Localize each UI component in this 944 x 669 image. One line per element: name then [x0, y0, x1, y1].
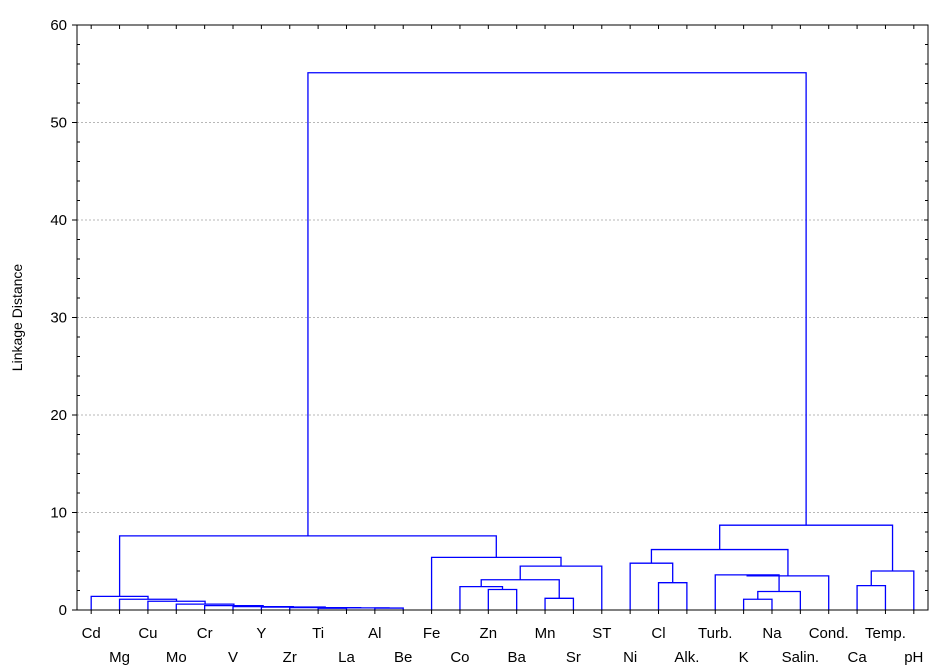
x-leaf-label: Zn	[480, 625, 498, 642]
dendrogram-link	[629, 562, 674, 610]
x-leaf-label: Ni	[623, 649, 637, 666]
x-leaf-label: Be	[394, 649, 412, 666]
x-leaf-label: Mo	[166, 649, 187, 666]
dendrogram-link	[519, 565, 603, 610]
dendrogram-links	[90, 72, 915, 610]
x-leaf-label: Salin.	[782, 649, 820, 666]
y-tick-label: 40	[50, 212, 67, 229]
x-leaf-label: Cd	[82, 625, 101, 642]
dendrogram-link	[544, 597, 575, 610]
dendrogram-link	[307, 72, 807, 536]
x-leaf-label: Cu	[138, 625, 157, 642]
dendrogram-link	[870, 570, 915, 610]
x-leaf-label: Alk.	[674, 649, 699, 666]
x-leaf-label: Co	[450, 649, 469, 666]
x-leaf-label: Fe	[423, 625, 441, 642]
y-tick-label: 60	[50, 17, 67, 34]
dendrogram-link	[430, 556, 562, 610]
dendrogram-link	[118, 535, 497, 597]
x-leaf-label: Mn	[535, 625, 556, 642]
x-leaf-label: Turb.	[698, 625, 732, 642]
y-tick-label: 10	[50, 505, 67, 522]
x-leaf-label: Cr	[197, 625, 213, 642]
dendrogram-link	[746, 574, 830, 610]
x-leaf-label: Ca	[847, 649, 867, 666]
x-leaf-label: Al	[368, 625, 381, 642]
x-leaf-label: Zr	[283, 649, 297, 666]
dendrogram-link	[742, 598, 773, 610]
x-leaf-label: Mg	[109, 649, 130, 666]
x-leaf-label: Na	[762, 625, 782, 642]
x-leaf-label: La	[338, 649, 355, 666]
dendrogram-link	[232, 605, 294, 610]
dendrogram-link	[856, 584, 887, 610]
dendrogram-link	[714, 574, 780, 610]
y-tick-label: 20	[50, 407, 67, 424]
y-axis-title: Linkage Distance	[9, 264, 25, 372]
axes	[72, 24, 929, 614]
x-leaf-label: V	[228, 649, 238, 666]
dendrogram-link	[657, 582, 688, 610]
x-leaf-label: Cl	[651, 625, 665, 642]
x-leaf-label: ST	[592, 625, 611, 642]
dendrogram-link	[757, 590, 801, 610]
dendrogram-link	[487, 588, 518, 610]
x-leaf-label: Ba	[508, 649, 527, 666]
x-leaf-label: Ti	[312, 625, 324, 642]
x-leaf-label: Y	[256, 625, 266, 642]
x-leaf-label: Temp.	[865, 625, 906, 642]
tick-labels: 0 10 20 30 40 50 60 Cd Mg Cu Mo Cr V Y Zr Ti La Al Be Fe Co Z…	[50, 17, 923, 666]
grid-lines	[77, 122, 928, 513]
y-tick-label: 30	[50, 310, 67, 327]
x-leaf-label: Sr	[566, 649, 581, 666]
x-leaf-label: pH	[904, 649, 923, 666]
dendrogram-link	[719, 524, 894, 571]
y-tick-label: 50	[50, 115, 67, 132]
x-leaf-label: K	[739, 649, 749, 666]
y-tick-label: 0	[59, 602, 67, 619]
x-leaf-label: Cond.	[809, 625, 849, 642]
